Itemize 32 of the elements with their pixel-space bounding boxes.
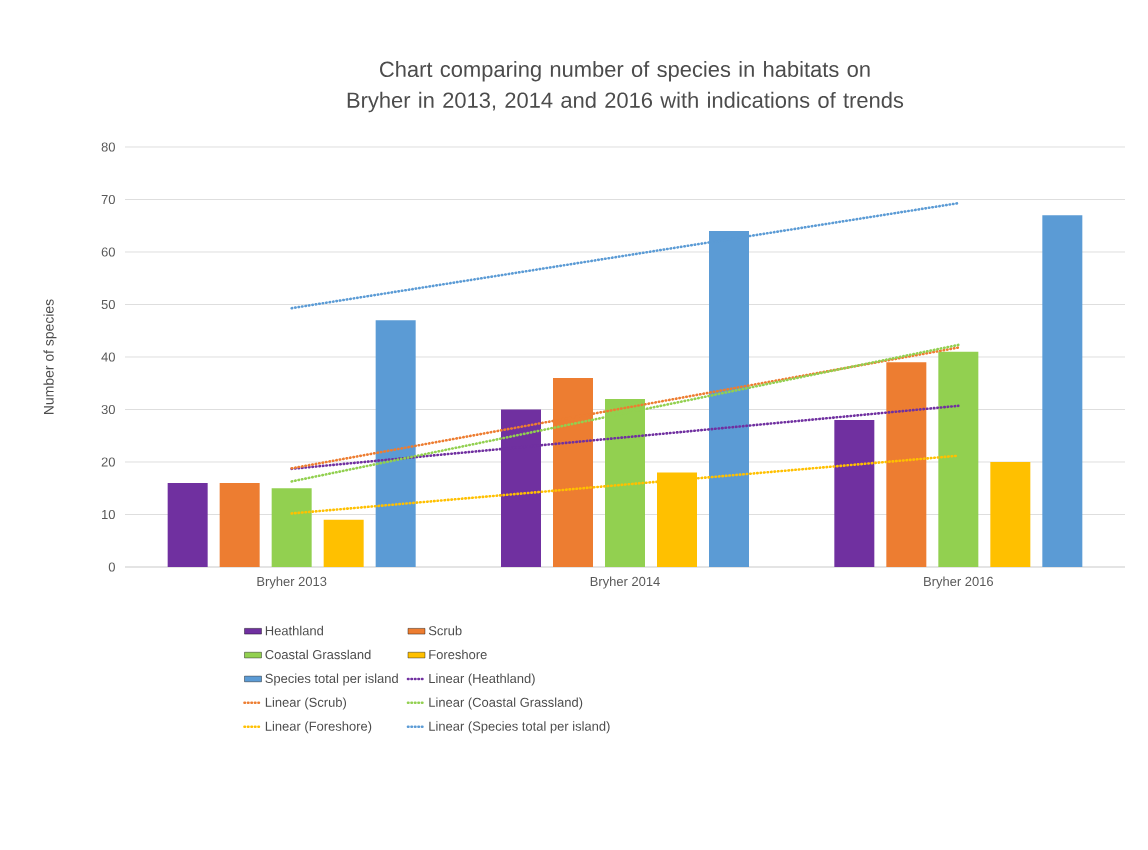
legend-label: Linear (Species total per island) bbox=[429, 721, 610, 734]
y-tick-label: 0 bbox=[108, 562, 115, 572]
bar bbox=[938, 351, 979, 567]
legend-label: Linear (Foreshore) bbox=[265, 721, 372, 734]
legend-label: Scrub bbox=[428, 625, 462, 636]
x-tick-label: Bryher 2013 bbox=[257, 576, 327, 589]
bar bbox=[219, 483, 260, 567]
legend-label: Coastal Grassland bbox=[265, 649, 371, 660]
legend-label: Linear (Scrub) bbox=[265, 697, 347, 710]
bar bbox=[1042, 215, 1083, 567]
legend-label: Heathland bbox=[265, 625, 323, 636]
x-tick-label: Bryher 2016 bbox=[924, 576, 994, 589]
legend-label: Linear (Heathland) bbox=[429, 673, 535, 686]
y-tick-label: 10 bbox=[102, 509, 115, 520]
bar bbox=[323, 519, 364, 567]
bar bbox=[167, 483, 208, 567]
y-tick-label: 30 bbox=[101, 404, 115, 415]
bar bbox=[375, 320, 416, 567]
chart-title: Chart comparing number of species in habitats on Bryher in 2013, 2014 and 2016 with indications of trends bbox=[347, 60, 904, 113]
y-tick-label: 60 bbox=[101, 247, 115, 257]
x-tick-label: Bryher 2014 bbox=[590, 576, 660, 589]
y-tick-label: 70 bbox=[101, 194, 115, 205]
y-tick-label: 40 bbox=[101, 352, 115, 362]
y-tick-label: 50 bbox=[101, 299, 115, 310]
bar bbox=[990, 462, 1031, 567]
y-tick-label: 80 bbox=[101, 142, 115, 152]
legend-label: Species total per island bbox=[265, 673, 398, 686]
bar bbox=[271, 488, 312, 567]
y-axis-title: Number of species bbox=[43, 299, 57, 414]
y-tick-label: 20 bbox=[101, 457, 115, 467]
legend-label: Linear (Coastal Grassland) bbox=[429, 697, 583, 710]
legend-label: Foreshore bbox=[429, 649, 487, 660]
